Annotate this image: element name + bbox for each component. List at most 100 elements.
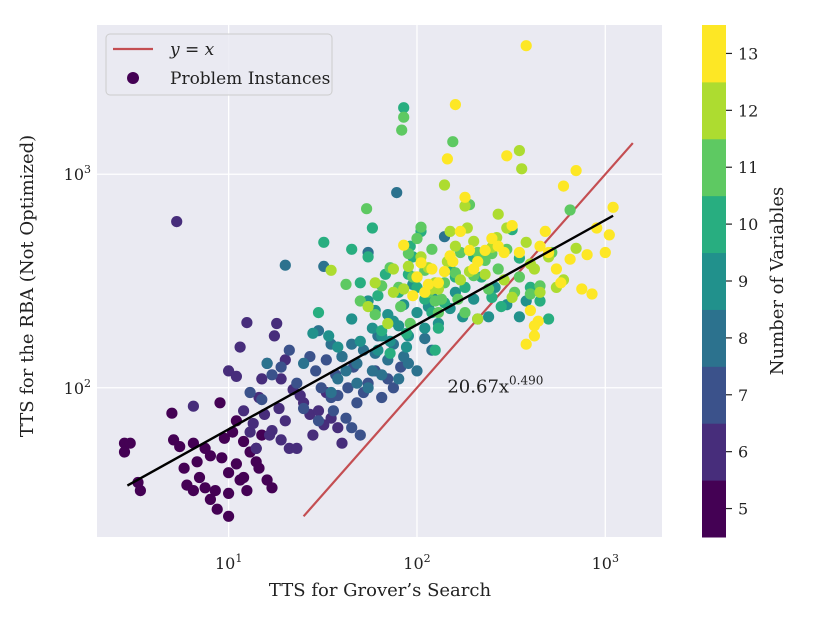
- colorbar-tick-label: 13: [738, 44, 758, 63]
- data-point-vars-12: [444, 225, 456, 237]
- data-point-vars-5: [214, 397, 226, 409]
- data-point-vars-10: [429, 344, 441, 356]
- data-point-vars-13: [607, 201, 619, 213]
- colorbar-tick-label: 5: [738, 500, 748, 519]
- data-point-vars-6: [234, 341, 246, 353]
- data-point-vars-10: [384, 347, 396, 359]
- data-point-vars-13: [581, 249, 593, 261]
- colorbar-tick-label: 6: [738, 443, 748, 462]
- data-point-vars-6: [291, 442, 303, 454]
- data-point-vars-5: [238, 435, 250, 448]
- data-point-vars-7: [342, 382, 354, 394]
- data-point-vars-5: [218, 432, 230, 444]
- data-point-vars-6: [187, 400, 199, 412]
- data-point-vars-8: [362, 382, 374, 394]
- data-point-vars-11: [396, 124, 408, 136]
- data-point-vars-13: [513, 246, 526, 259]
- data-point-vars-11: [564, 204, 576, 216]
- data-point-vars-5: [256, 429, 268, 441]
- data-point-vars-11: [435, 293, 448, 305]
- y-tick-exponent: 2: [84, 377, 91, 390]
- data-point-vars-12: [387, 286, 399, 298]
- data-point-vars-9: [332, 341, 344, 353]
- data-point-vars-10: [534, 295, 546, 307]
- data-point-vars-13: [454, 225, 466, 237]
- data-point-vars-12: [492, 208, 504, 220]
- data-point-vars-10: [398, 102, 410, 114]
- data-point-vars-5: [223, 467, 235, 479]
- legend-label-instances: Problem Instances: [170, 69, 330, 89]
- colorbar-segment-5: [702, 480, 726, 538]
- data-point-vars-7: [283, 344, 295, 356]
- data-point-vars-7: [244, 386, 256, 399]
- x-tick-label: 102: [403, 552, 430, 573]
- data-point-vars-5: [193, 471, 206, 484]
- data-point-vars-12: [402, 260, 414, 272]
- fit-equation-exponent: 0.490: [509, 374, 543, 388]
- reference-line-layer: [302, 142, 634, 518]
- data-point-vars-11: [369, 309, 381, 321]
- data-point-vars-12: [362, 301, 374, 313]
- data-point-vars-12: [479, 268, 491, 280]
- colorbar-label: Number of Variables: [767, 187, 788, 375]
- data-point-vars-8: [340, 365, 352, 377]
- data-point-vars-8: [325, 386, 337, 399]
- data-point-vars-6: [332, 422, 344, 434]
- data-point-vars-9: [400, 341, 413, 353]
- data-point-vars-13: [570, 165, 582, 177]
- data-point-vars-11: [395, 301, 407, 313]
- data-point-vars-11: [361, 203, 373, 215]
- data-point-vars-6: [268, 330, 280, 342]
- data-point-vars-12: [570, 242, 582, 254]
- data-point-vars-5: [166, 407, 178, 419]
- data-point-vars-7: [312, 415, 325, 427]
- data-point-vars-13: [398, 239, 410, 251]
- data-point-vars-5: [118, 446, 131, 458]
- data-point-vars-13: [486, 232, 498, 245]
- data-point-vars-10: [432, 322, 444, 334]
- data-point-vars-13: [528, 320, 541, 332]
- data-point-vars-11: [447, 136, 459, 148]
- data-point-vars-13: [501, 150, 513, 162]
- data-point-vars-7: [320, 354, 332, 366]
- data-point-vars-6: [312, 405, 325, 417]
- legend-box: [105, 33, 333, 96]
- data-point-vars-13: [447, 256, 459, 268]
- data-point-vars-13: [550, 263, 563, 275]
- data-point-vars-5: [199, 442, 211, 454]
- data-point-vars-12: [528, 263, 541, 275]
- data-point-vars-13: [520, 338, 532, 350]
- data-point-vars-13: [463, 244, 476, 256]
- data-point-vars-11: [340, 278, 352, 290]
- data-point-vars-9: [346, 313, 358, 325]
- data-point-vars-7: [327, 405, 339, 417]
- data-point-vars-13: [498, 246, 510, 259]
- data-point-vars-8: [332, 373, 344, 385]
- colorbar-segment-8: [702, 309, 726, 367]
- colorbar-segment-6: [702, 423, 726, 481]
- legend-marker-swatch: [127, 72, 139, 84]
- data-point-vars-13: [426, 263, 438, 275]
- data-point-vars-5: [230, 458, 242, 470]
- data-point-vars-8: [298, 357, 310, 369]
- data-point-vars-8: [376, 369, 388, 381]
- data-point-vars-8: [402, 357, 414, 369]
- data-point-vars-7: [340, 412, 352, 424]
- power-law-fit-line: [126, 214, 614, 487]
- data-point-vars-11: [411, 232, 423, 245]
- data-point-vars-9: [366, 322, 378, 334]
- colorbar-segment-13: [702, 25, 726, 83]
- data-point-vars-10: [486, 291, 498, 303]
- data-point-vars-13: [415, 257, 427, 269]
- x-tick-labels: 101 102 103: [215, 552, 619, 573]
- data-point-vars-11: [398, 111, 410, 123]
- data-point-vars-13: [407, 290, 419, 302]
- data-point-vars-6: [273, 402, 285, 415]
- data-point-vars-6: [275, 434, 287, 446]
- data-point-vars-6: [271, 317, 283, 330]
- data-point-vars-13: [534, 240, 546, 252]
- data-point-vars-11: [459, 307, 471, 319]
- data-point-vars-13: [524, 304, 537, 317]
- data-point-vars-5: [124, 437, 136, 449]
- data-point-vars-9: [483, 311, 495, 323]
